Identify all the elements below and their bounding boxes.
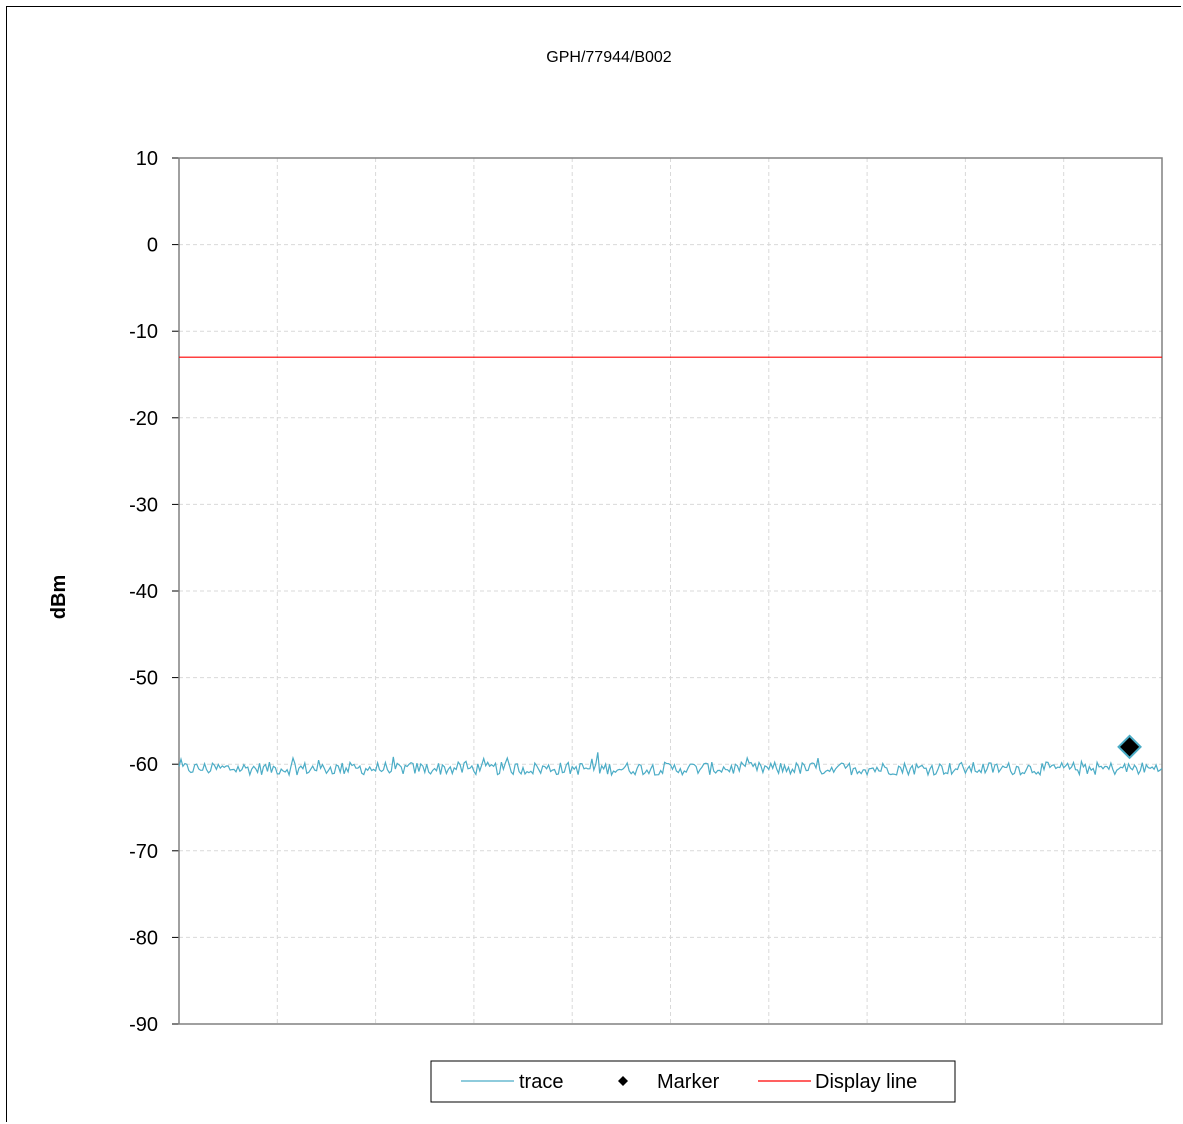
legend-trace-label: trace [519, 1071, 563, 1093]
y-tick-label: -50 [129, 668, 158, 690]
y-tick-label: 10 [136, 148, 158, 170]
y-tick-label: -90 [129, 1014, 158, 1036]
y-tick-label: -70 [129, 841, 158, 863]
legend-marker-swatch [618, 1076, 628, 1086]
y-tick-label: -20 [129, 408, 158, 430]
chart-title: GPH/77944/B002 [546, 49, 672, 66]
y-tick-label: 0 [147, 235, 158, 257]
y-tick-label: -60 [129, 754, 158, 776]
y-tick-label: -30 [129, 494, 158, 516]
marker-point [1117, 734, 1142, 760]
grid-lines [179, 158, 1162, 1024]
chart-frame [6, 6, 1181, 1122]
y-tick-label: -80 [129, 927, 158, 949]
legend: trace Marker Display line [430, 1060, 956, 1103]
plot-area-border [178, 157, 1163, 1025]
legend-marker-label: Marker [657, 1071, 720, 1093]
legend-display-line-label: Display line [815, 1071, 917, 1093]
y-tick-label: -40 [129, 581, 158, 603]
legend-box [430, 1060, 956, 1103]
y-tick-label: -10 [129, 321, 158, 343]
series-trace-line [178, 752, 1163, 777]
y-axis-label: dBm [48, 575, 70, 619]
y-axis-ticks: 10 0 -10 -20 -30 -40 -50 -60 -70 -80 -90 [129, 148, 179, 1036]
